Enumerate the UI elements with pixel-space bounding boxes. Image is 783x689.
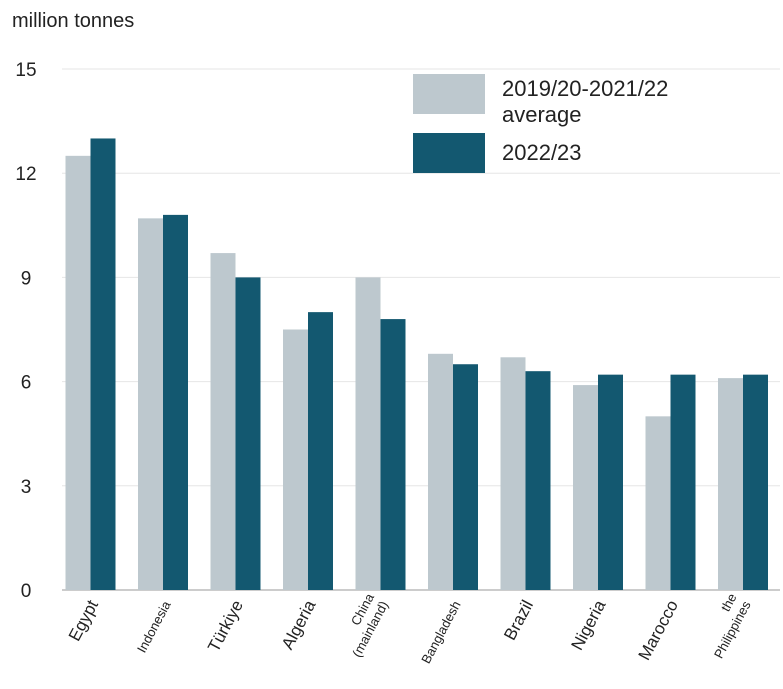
bar-2022-23 bbox=[453, 364, 478, 590]
x-tick-label-line: Brazil bbox=[500, 597, 537, 643]
x-tick-label: Türkiye bbox=[204, 597, 247, 655]
bar-average bbox=[718, 378, 743, 590]
bar-2022-23 bbox=[90, 138, 116, 590]
bar-2022-23 bbox=[380, 319, 406, 590]
bar-average bbox=[283, 329, 308, 590]
y-tick-label: 9 bbox=[21, 268, 32, 289]
x-tick-label: Nigeria bbox=[567, 596, 609, 653]
bars bbox=[65, 138, 768, 591]
bar-average bbox=[138, 218, 163, 590]
x-tick-label: Bangladesh bbox=[418, 598, 463, 666]
x-tick-label: Brazil bbox=[500, 597, 537, 643]
legend-swatch-2022-23 bbox=[413, 133, 485, 173]
bar-average bbox=[355, 277, 381, 590]
bar-2022-23 bbox=[598, 374, 623, 590]
legend: 2019/20-2021/22 average 2022/23 bbox=[413, 74, 668, 173]
bar-average bbox=[65, 155, 91, 591]
legend-label-2022-23: 2022/23 bbox=[502, 140, 582, 165]
legend-label-average: 2019/20-2021/22 average bbox=[502, 76, 668, 127]
bar-2022-23 bbox=[525, 371, 551, 590]
y-axis-ticks: 0 3 6 9 12 15 bbox=[15, 60, 36, 602]
bar-average bbox=[210, 253, 236, 590]
x-tick-label: Algeria bbox=[278, 596, 320, 652]
x-tick-label-line: Indonesia bbox=[134, 598, 174, 656]
y-tick-label: 6 bbox=[21, 373, 32, 394]
bar-2022-23 bbox=[163, 214, 188, 590]
x-tick-label-line: the bbox=[718, 591, 740, 614]
y-tick-label: 15 bbox=[15, 60, 36, 81]
x-tick-label-line: Nigeria bbox=[567, 596, 609, 653]
bar-average bbox=[645, 416, 671, 590]
x-tick-label-line: Egypt bbox=[65, 597, 102, 645]
bar-average bbox=[428, 353, 453, 590]
bar-2022-23 bbox=[308, 312, 333, 590]
x-tick-label: China(mainland) bbox=[348, 590, 391, 659]
bar-average bbox=[573, 385, 598, 590]
x-tick-label: Indonesia bbox=[134, 598, 174, 656]
x-tick-label-line: Algeria bbox=[278, 596, 320, 652]
y-tick-label: 3 bbox=[21, 477, 32, 498]
bar-2022-23 bbox=[743, 374, 768, 590]
y-tick-label: 12 bbox=[15, 164, 36, 185]
x-tick-label-line: Türkiye bbox=[204, 597, 247, 655]
bar-average bbox=[500, 357, 526, 590]
legend-swatch-average bbox=[413, 74, 485, 114]
bar-2022-23 bbox=[670, 374, 696, 590]
x-axis-labels: Egypt Indonesia Türkiye Algeria China(mainla… bbox=[65, 590, 754, 666]
y-tick-label: 0 bbox=[21, 581, 32, 602]
x-tick-label: Egypt bbox=[65, 597, 102, 645]
y-axis-unit-label: million tonnes bbox=[12, 10, 135, 32]
x-tick-label: Marocco bbox=[635, 597, 682, 663]
bar-2022-23 bbox=[235, 277, 261, 590]
x-tick-label-line: Bangladesh bbox=[418, 598, 463, 666]
x-tick-label-line: Marocco bbox=[635, 597, 682, 663]
